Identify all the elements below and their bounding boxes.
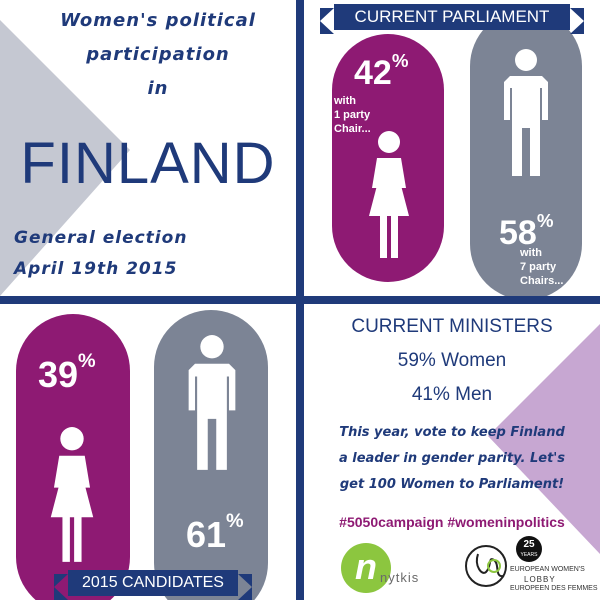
title-line-2: participation xyxy=(86,44,230,65)
grey-triangle-decoration xyxy=(0,20,130,296)
candidates-panel: 39% 61% 2015 CANDIDATES xyxy=(0,304,296,600)
parliament-women-percent: 42% xyxy=(354,50,409,92)
nytkis-logo-letter: n xyxy=(355,546,377,587)
ministers-header: CURRENT MINISTERS xyxy=(351,316,553,337)
election-line-2: April 19th 2015 xyxy=(14,259,178,279)
ewl-logo: 25 YEARS EUROPEAN WOMEN'S LOBBY EUROPEEN… xyxy=(464,536,600,600)
parliament-men-note: with 7 party Chairs... xyxy=(520,247,564,287)
ministers-panel: CURRENT MINISTERS 59% Women 41% Men This… xyxy=(304,304,600,600)
hashtags: #5050campaign #womeninpolitics xyxy=(339,514,565,530)
ewl-years-badge: 25 YEARS xyxy=(516,536,542,562)
parliament-women-note: with 1 party Chair... xyxy=(334,95,371,135)
ewl-logo-mark xyxy=(465,545,507,587)
ministers-women: 59% Women xyxy=(397,350,507,371)
call-to-action-line-3: get 100 Women to Parliament! xyxy=(339,477,565,492)
ewl-text-line-3: EUROPEEN DES FEMMES xyxy=(510,585,598,592)
call-to-action-line-1: This year, vote to keep Finland xyxy=(339,425,565,440)
male-figure-icon xyxy=(504,49,548,176)
ewl-badge-sub: YEARS xyxy=(520,552,538,558)
nytkis-logo-text: nytkis xyxy=(380,570,420,585)
nytkis-logo-mark xyxy=(341,543,391,593)
ewl-text-line-1: EUROPEAN WOMEN'S xyxy=(510,566,585,573)
lavender-triangle-decoration xyxy=(488,324,600,554)
female-figure-icon xyxy=(50,427,94,562)
parliament-panel: 42% with 1 party Chair... 58% with 7 par… xyxy=(304,0,600,296)
candidates-men-percent: 61% xyxy=(186,510,244,555)
nytkis-logo: n nytkis xyxy=(340,540,440,598)
ministers-men: 41% Men xyxy=(411,384,493,405)
divider-horizontal xyxy=(0,296,600,304)
parliament-header: CURRENT PARLIAMENT xyxy=(320,4,584,34)
female-figure-icon xyxy=(369,131,409,258)
male-figure-icon xyxy=(188,335,236,470)
country-name: FINLAND xyxy=(20,131,276,196)
candidates-women-percent: 39% xyxy=(38,350,96,395)
title-line-1: Women's political xyxy=(60,10,256,31)
ewl-badge-number: 25 xyxy=(523,539,535,550)
call-to-action-line-2: a leader in gender parity. Let's xyxy=(338,451,565,466)
candidates-footer: 2015 CANDIDATES xyxy=(54,570,252,600)
ewl-text-line-2: LOBBY xyxy=(524,575,556,584)
title-line-3: in xyxy=(147,78,169,99)
parliament-men-percent: 58% xyxy=(499,210,554,252)
title-panel: Women's political participation in FINLA… xyxy=(0,0,296,296)
election-line-1: General election xyxy=(14,228,188,248)
